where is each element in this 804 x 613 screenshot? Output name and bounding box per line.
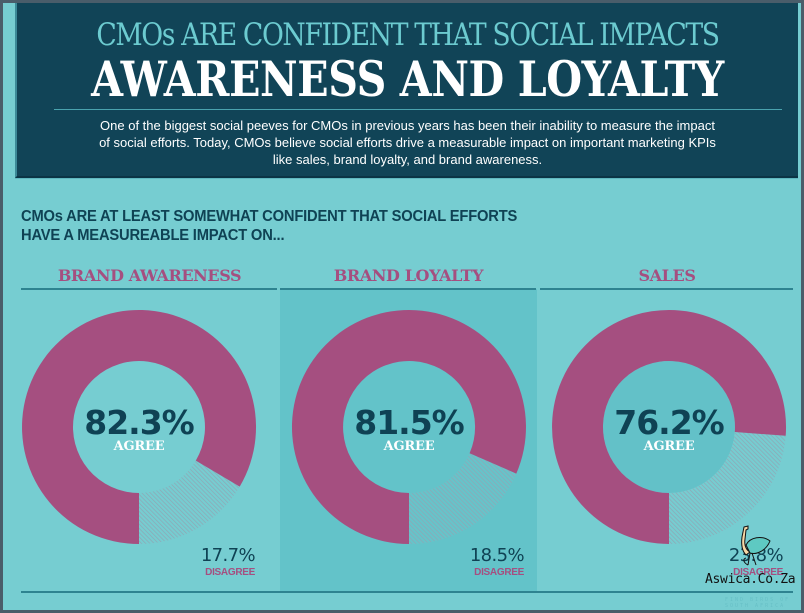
column-rule-1 bbox=[21, 288, 277, 290]
disagree-label-sales: DISAGREE bbox=[733, 567, 783, 578]
donut-svg bbox=[291, 310, 526, 544]
column-title-brand-loyalty: BRAND LOYALTY bbox=[333, 266, 484, 285]
intro-text: One of the biggest social peeves for CMO… bbox=[47, 117, 768, 168]
agree-percentage: 82.3% bbox=[84, 403, 195, 442]
disagree-percentage-brand-loyalty: 18.5% bbox=[469, 545, 525, 566]
section-heading: CMOs ARE AT LEAST SOMEWHAT CONFIDENT THA… bbox=[21, 207, 573, 245]
header-divider bbox=[54, 109, 782, 110]
agree-segment bbox=[22, 310, 257, 544]
section-heading-line-1: CMOs ARE AT LEAST SOMEWHAT CONFIDENT THA… bbox=[21, 208, 518, 225]
infographic: CMOs ARE CONFIDENT THAT SOCIAL IMPACTS A… bbox=[3, 3, 801, 610]
agree-label: AGREE bbox=[643, 439, 695, 454]
bottom-rule bbox=[21, 591, 793, 593]
agree-label: AGREE bbox=[383, 439, 435, 454]
watermark-text: Aswica.Co.Za bbox=[705, 572, 796, 587]
watermark-subtext-line-2: SOUTH AFRICA bbox=[725, 603, 786, 609]
agree-percentage: 76.2% bbox=[614, 403, 725, 442]
column-title-sales: SALES bbox=[638, 266, 696, 285]
donut-hole bbox=[603, 361, 735, 493]
watermark-subtext-line-1: FIND BIRDS OF bbox=[725, 597, 791, 603]
agree-segment bbox=[552, 310, 787, 544]
bird-icon bbox=[741, 525, 771, 566]
agree-segment bbox=[291, 310, 526, 544]
donut-svg bbox=[22, 310, 257, 544]
title-line-1: CMOs ARE CONFIDENT THAT SOCIAL IMPACTS bbox=[96, 17, 720, 53]
disagree-segment bbox=[409, 453, 517, 544]
disagree-label-brand-loyalty: DISAGREE bbox=[474, 567, 524, 578]
disagree-segment bbox=[139, 460, 240, 544]
intro-line-1: One of the biggest social peeves for CMO… bbox=[100, 118, 715, 133]
intro-line-3: like sales, brand loyalty, and brand awa… bbox=[272, 152, 543, 167]
donut-svg bbox=[552, 310, 787, 544]
column-rule-3 bbox=[540, 288, 793, 290]
donut-chart-brand-awareness: 82.3% AGREE bbox=[19, 307, 259, 547]
title-line-2: AWARENESS AND LOYALTY bbox=[91, 50, 724, 108]
donut-chart-sales: 76.2% AGREE bbox=[549, 307, 789, 547]
agree-label: AGREE bbox=[113, 439, 165, 454]
disagree-percentage-brand-awareness: 17.7% bbox=[200, 545, 256, 566]
column-title-brand-awareness: BRAND AWARENESS bbox=[57, 266, 242, 285]
donut-chart-brand-loyalty: 81.5% AGREE bbox=[289, 307, 529, 547]
section-heading-line-2: HAVE A MEASUREABLE IMPACT ON... bbox=[21, 227, 285, 244]
header-panel: CMOs ARE CONFIDENT THAT SOCIAL IMPACTS A… bbox=[15, 3, 798, 178]
agree-percentage: 81.5% bbox=[354, 403, 465, 442]
disagree-segment bbox=[669, 432, 786, 544]
column-rule-2 bbox=[280, 288, 536, 290]
disagree-label-brand-awareness: DISAGREE bbox=[205, 567, 255, 578]
intro-line-2: of social efforts. Today, CMOs believe s… bbox=[99, 135, 716, 150]
watermark-subtext: FIND BIRDS OF SOUTH AFRICA bbox=[725, 597, 790, 609]
